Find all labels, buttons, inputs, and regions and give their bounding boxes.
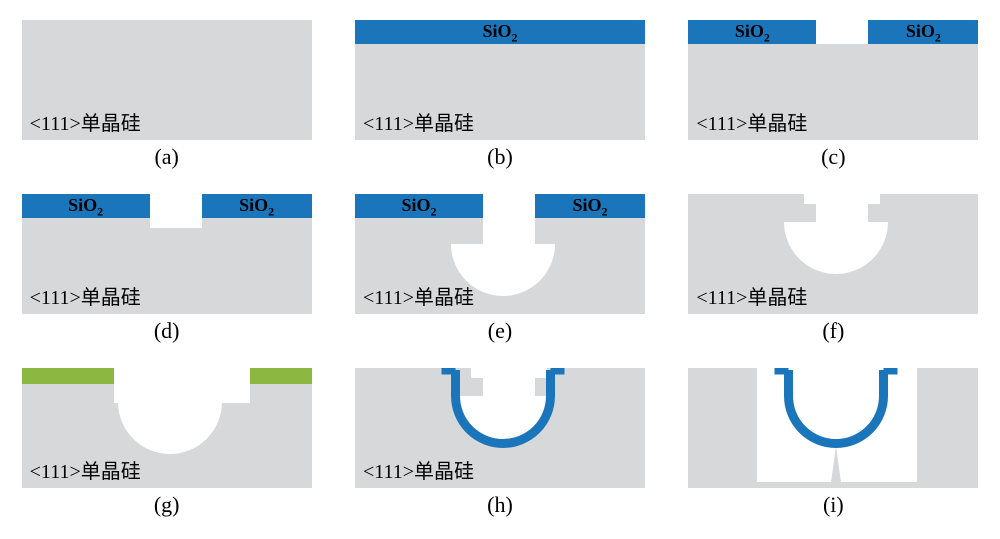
process-step: <111>单晶硅 (h) bbox=[353, 368, 646, 518]
panel: <111>单晶硅 bbox=[355, 368, 645, 488]
substrate-label: <111>单晶硅 bbox=[363, 455, 474, 484]
oxide-label: SiO2 bbox=[22, 195, 150, 220]
panel: SiO2 SiO2 <111>单晶硅 bbox=[355, 194, 645, 314]
oxide-label: SiO2 bbox=[535, 195, 645, 220]
oxide-label: SiO2 bbox=[202, 195, 312, 220]
photoresist-right bbox=[250, 368, 312, 384]
panel-caption: (i) bbox=[823, 492, 844, 518]
panel-caption: (g) bbox=[154, 492, 180, 518]
substrate-label: <111>单晶硅 bbox=[30, 455, 141, 484]
substrate-label: <111>单晶硅 bbox=[696, 107, 807, 136]
panel-caption: (e) bbox=[488, 318, 512, 344]
panel-caption: (a) bbox=[154, 144, 178, 170]
panel-caption: (f) bbox=[822, 318, 844, 344]
panel-caption: (c) bbox=[821, 144, 845, 170]
process-step: (i) bbox=[687, 368, 980, 518]
panel: SiO2 <111>单晶硅 bbox=[355, 20, 645, 140]
panel-caption: (h) bbox=[487, 492, 513, 518]
oxide-label: SiO2 bbox=[868, 21, 978, 46]
process-step: <111>单晶硅 (f) bbox=[687, 194, 980, 344]
substrate-label: <111>单晶硅 bbox=[30, 107, 141, 136]
panel: <111>单晶硅 bbox=[22, 368, 312, 488]
process-step: SiO2 SiO2 <111>单晶硅 (c) bbox=[687, 20, 980, 170]
process-step: SiO2 SiO2 <111>单晶硅 (e) bbox=[353, 194, 646, 344]
substrate-label: <111>单晶硅 bbox=[363, 281, 474, 310]
oxide-label: SiO2 bbox=[355, 195, 483, 220]
oxide-label: SiO2 bbox=[688, 21, 816, 46]
substrate-label: <111>单晶硅 bbox=[696, 281, 807, 310]
photoresist-left bbox=[22, 368, 114, 384]
process-step: <111>单晶硅 (a) bbox=[20, 20, 313, 170]
panel bbox=[688, 368, 978, 488]
etched-step bbox=[150, 218, 202, 228]
process-step: <111>单晶硅 (g) bbox=[20, 368, 313, 518]
panel-caption: (d) bbox=[154, 318, 180, 344]
panel: SiO2 SiO2 <111>单晶硅 bbox=[688, 20, 978, 140]
process-step: SiO2 <111>单晶硅 (b) bbox=[353, 20, 646, 170]
substrate-label: <111>单晶硅 bbox=[30, 281, 141, 310]
panel: SiO2 SiO2 <111>单晶硅 bbox=[22, 194, 312, 314]
panel-caption: (b) bbox=[487, 144, 513, 170]
process-step: SiO2 SiO2 <111>单晶硅 (d) bbox=[20, 194, 313, 344]
panel: <111>单晶硅 bbox=[688, 194, 978, 314]
oxide-label: SiO2 bbox=[355, 21, 645, 46]
substrate-label: <111>单晶硅 bbox=[363, 107, 474, 136]
panel: <111>单晶硅 bbox=[22, 20, 312, 140]
